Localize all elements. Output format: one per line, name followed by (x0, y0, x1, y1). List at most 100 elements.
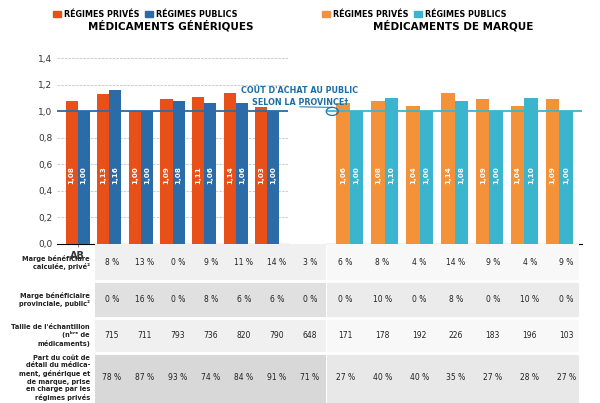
Bar (256, 108, 268, 244)
Text: 87 %: 87 % (136, 374, 154, 382)
Text: 16 %: 16 % (136, 295, 154, 304)
Bar (160, 100, 173, 244)
Text: 1,00: 1,00 (132, 166, 138, 184)
FancyBboxPatch shape (95, 353, 326, 403)
Text: 4 %: 4 % (523, 258, 537, 267)
Text: 40 %: 40 % (373, 374, 392, 382)
Text: 1,13: 1,13 (100, 166, 106, 184)
Bar (406, 106, 419, 244)
Bar (511, 106, 524, 244)
Text: 820: 820 (237, 331, 251, 340)
Text: MÉDICAMENTS DE MARQUE: MÉDICAMENTS DE MARQUE (373, 21, 533, 32)
Text: 226: 226 (449, 331, 463, 340)
Text: 1,00: 1,00 (423, 166, 429, 184)
Text: 1,14: 1,14 (445, 166, 451, 184)
Bar (490, 111, 503, 244)
Text: 1,08: 1,08 (458, 166, 464, 184)
Bar (141, 111, 153, 244)
Text: 793: 793 (170, 331, 185, 340)
Text: 1,00: 1,00 (563, 166, 569, 184)
Text: 711: 711 (138, 331, 152, 340)
Text: 8 %: 8 % (105, 258, 119, 267)
Text: 1,10: 1,10 (388, 166, 394, 184)
Text: 27 %: 27 % (483, 374, 502, 382)
Text: 192: 192 (412, 331, 427, 340)
Bar (204, 104, 216, 244)
Text: 1,08: 1,08 (176, 166, 182, 184)
Text: 71 %: 71 % (301, 374, 319, 382)
Text: 8 %: 8 % (375, 258, 389, 267)
Text: 14 %: 14 % (268, 258, 286, 267)
Text: Marge bénéficiare
calculée, privé²: Marge bénéficiare calculée, privé² (22, 255, 90, 270)
Text: 0 %: 0 % (303, 295, 317, 304)
Text: 1,09: 1,09 (480, 166, 486, 184)
Text: 1,00: 1,00 (271, 166, 277, 184)
Text: 84 %: 84 % (235, 374, 253, 382)
Text: 35 %: 35 % (446, 374, 466, 382)
Text: 27 %: 27 % (557, 374, 576, 382)
Bar (441, 93, 455, 244)
FancyBboxPatch shape (95, 244, 326, 281)
Text: 93 %: 93 % (168, 374, 188, 382)
Text: 28 %: 28 % (520, 374, 539, 382)
Text: 183: 183 (485, 331, 500, 340)
Text: 10 %: 10 % (520, 295, 539, 304)
Text: 6 %: 6 % (338, 258, 353, 267)
Text: 91 %: 91 % (268, 374, 286, 382)
FancyBboxPatch shape (95, 281, 326, 318)
Text: 1,11: 1,11 (195, 166, 201, 184)
Text: 103: 103 (559, 331, 574, 340)
Bar (337, 104, 350, 244)
Text: 1,06: 1,06 (239, 166, 245, 184)
Text: 1,00: 1,00 (80, 166, 86, 184)
Text: 6 %: 6 % (237, 295, 251, 304)
Text: 78 %: 78 % (103, 374, 121, 382)
Bar (65, 101, 77, 244)
Text: 27 %: 27 % (336, 374, 355, 382)
Text: 3 %: 3 % (303, 258, 317, 267)
Text: 1,10: 1,10 (528, 166, 534, 184)
Bar (173, 101, 185, 244)
Text: Marge bénéficiaire
provinciale, public²: Marge bénéficiaire provinciale, public² (19, 292, 90, 307)
Bar (224, 93, 236, 244)
Text: 1,00: 1,00 (144, 166, 150, 184)
Text: 1,04: 1,04 (410, 166, 416, 184)
Text: 1,16: 1,16 (112, 166, 118, 184)
Text: 10 %: 10 % (373, 295, 392, 304)
Text: 1,08: 1,08 (68, 166, 74, 184)
Text: Taille de l'échantillon
(nᵇʳᵉ de
médicaments): Taille de l'échantillon (nᵇʳᵉ de médicam… (11, 324, 90, 347)
Text: 4 %: 4 % (412, 258, 427, 267)
Bar (97, 94, 109, 244)
Text: COÛT D'ACHAT AU PUBLIC
SELON LA PROVINCE†: COÛT D'ACHAT AU PUBLIC SELON LA PROVINCE… (241, 86, 359, 107)
Text: 6 %: 6 % (270, 295, 284, 304)
FancyBboxPatch shape (327, 353, 579, 403)
Text: 0 %: 0 % (105, 295, 119, 304)
Text: Part du coût de
détail du médica-
ment, générique et
de marque, prise
en charge : Part du coût de détail du médica- ment, … (19, 355, 90, 401)
Bar (129, 111, 141, 244)
Text: 8 %: 8 % (449, 295, 463, 304)
Text: 8 %: 8 % (204, 295, 218, 304)
Text: 0 %: 0 % (338, 295, 353, 304)
Legend: RÉGIMES PRIVÉS, RÉGIMES PUBLICS: RÉGIMES PRIVÉS, RÉGIMES PUBLICS (318, 7, 510, 22)
Text: 14 %: 14 % (446, 258, 466, 267)
FancyBboxPatch shape (327, 318, 579, 353)
Text: 11 %: 11 % (235, 258, 253, 267)
Text: 1,09: 1,09 (163, 166, 169, 184)
FancyBboxPatch shape (327, 244, 579, 281)
Text: 9 %: 9 % (204, 258, 218, 267)
Text: 1,00: 1,00 (493, 166, 499, 184)
Text: 9 %: 9 % (485, 258, 500, 267)
Text: 0 %: 0 % (171, 258, 185, 267)
Text: 1,04: 1,04 (515, 166, 521, 184)
Legend: RÉGIMES PRIVÉS, RÉGIMES PUBLICS: RÉGIMES PRIVÉS, RÉGIMES PUBLICS (49, 7, 241, 22)
Bar (77, 111, 89, 244)
Text: 9 %: 9 % (559, 258, 574, 267)
FancyBboxPatch shape (95, 318, 326, 353)
Text: 790: 790 (269, 331, 284, 340)
Bar (268, 111, 280, 244)
Bar (476, 100, 490, 244)
Text: 196: 196 (523, 331, 537, 340)
Bar (524, 98, 538, 244)
Text: 648: 648 (302, 331, 317, 340)
Bar (192, 97, 204, 244)
